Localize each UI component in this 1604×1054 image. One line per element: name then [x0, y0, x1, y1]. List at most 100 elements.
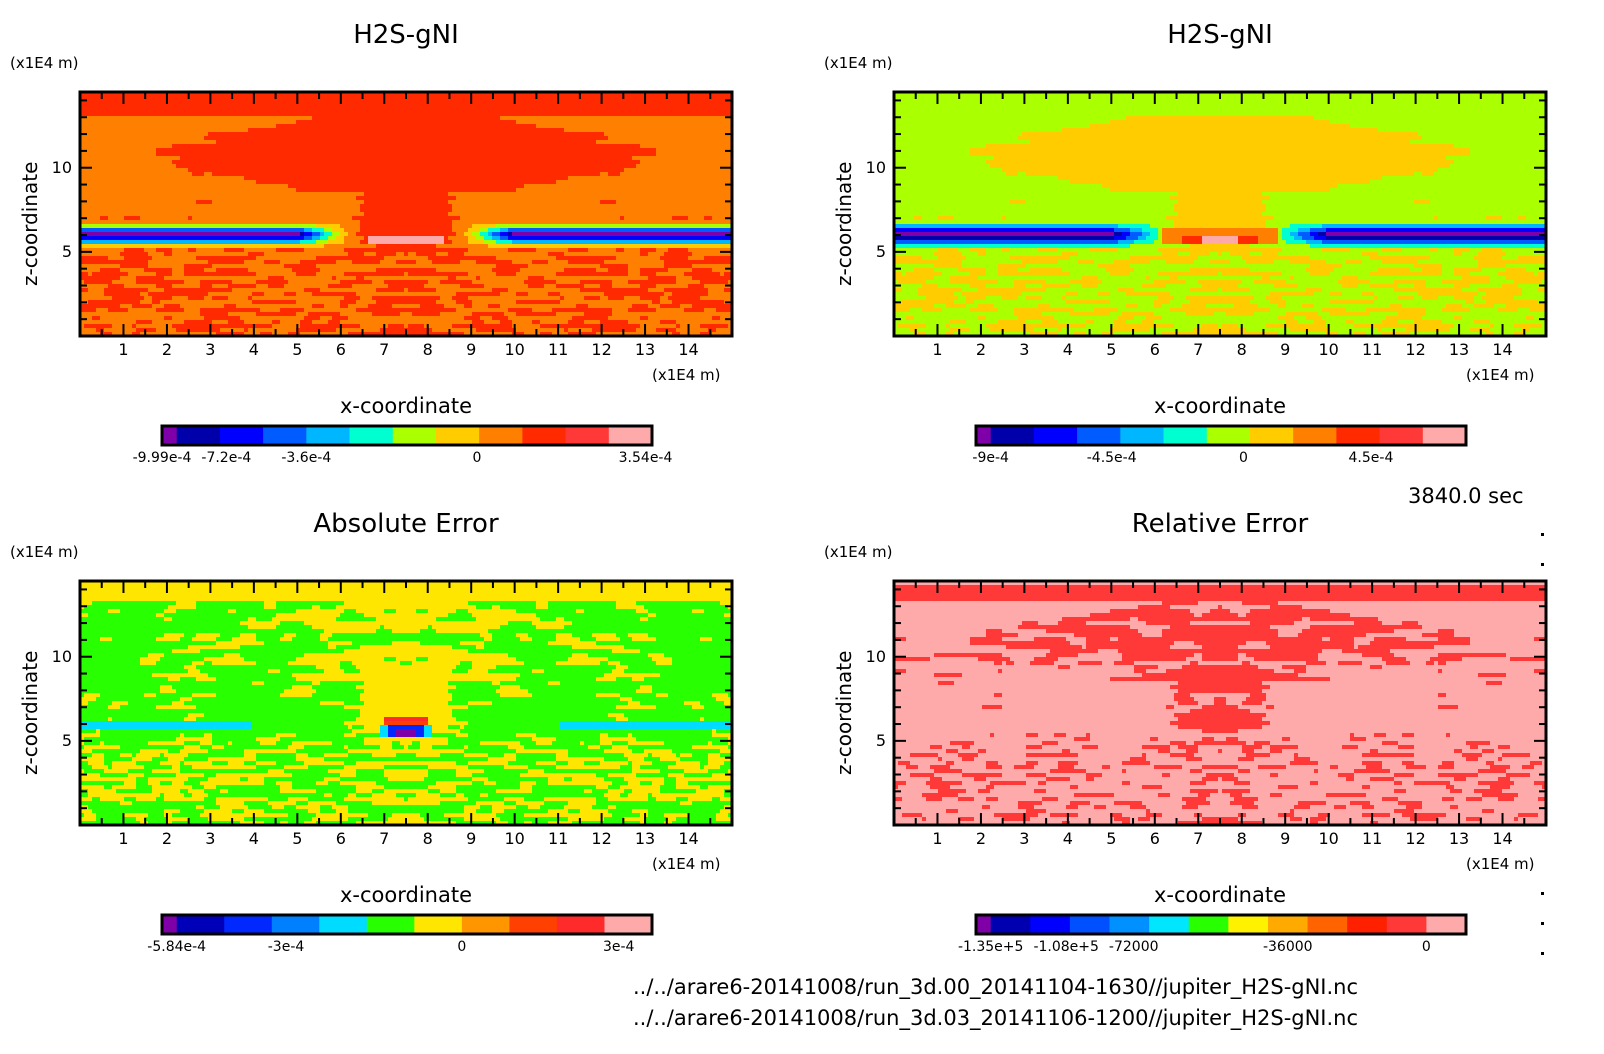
- heatmap-cell: [946, 304, 967, 309]
- heatmap-cell: [998, 797, 1043, 802]
- heatmap-cell: [136, 781, 149, 786]
- heatmap-cell: [452, 693, 501, 698]
- colorbar-swatch: [1033, 426, 1078, 445]
- heatmap-cell: [692, 264, 733, 269]
- heatmap-cell: [1318, 232, 1327, 237]
- heatmap-cell: [496, 813, 525, 818]
- heatmap-cell: [168, 677, 181, 682]
- heatmap-cell: [436, 252, 449, 257]
- heatmap-cell: [160, 689, 177, 694]
- heatmap-cell: [624, 817, 645, 822]
- heatmap-cell: [1442, 272, 1455, 277]
- heatmap-cell: [532, 737, 557, 742]
- heatmap-cell: [1294, 805, 1311, 810]
- heatmap-cell: [1162, 304, 1183, 309]
- heatmap-cell: [80, 757, 105, 762]
- heatmap-cell: [436, 268, 493, 273]
- heatmap-cell: [1494, 761, 1531, 766]
- heatmap-cell: [572, 777, 605, 782]
- heatmap-cell: [894, 665, 1059, 670]
- heatmap-cell: [1518, 308, 1531, 313]
- heatmap-cell: [372, 793, 397, 798]
- heatmap-cell: [496, 689, 529, 694]
- heatmap-cell: [308, 312, 341, 317]
- heatmap-cell: [560, 681, 733, 686]
- colorbar-swatch: [1336, 426, 1381, 445]
- heatmap-cell: [1010, 657, 1035, 662]
- heatmap-cell: [1458, 805, 1547, 810]
- heatmap-cell: [156, 308, 185, 313]
- heatmap-cell: [672, 821, 733, 826]
- heatmap-cell: [456, 717, 617, 722]
- heatmap-cell: [300, 320, 313, 325]
- heatmap-cell: [1114, 332, 1163, 337]
- heatmap-cell: [1342, 649, 1391, 654]
- heatmap-cell: [356, 733, 381, 738]
- plot-title: Absolute Error: [313, 509, 499, 539]
- x-tick-label: 1: [118, 340, 129, 359]
- heatmap-cell: [1350, 248, 1383, 253]
- heatmap-cell: [1002, 817, 1031, 822]
- heatmap-cell: [1114, 793, 1159, 798]
- heatmap-cell: [1434, 661, 1439, 666]
- heatmap-cell: [248, 128, 565, 133]
- heatmap-cell: [604, 793, 621, 798]
- heatmap-cell: [80, 208, 361, 213]
- heatmap-cell: [528, 264, 601, 269]
- heatmap-cell: [316, 256, 385, 261]
- heatmap-cell: [894, 220, 1175, 225]
- heatmap-cell: [476, 617, 541, 622]
- heatmap-cell: [1270, 741, 1383, 746]
- heatmap-cell: [572, 316, 609, 321]
- heatmap-cell: [1510, 777, 1547, 782]
- heatmap-cell: [946, 332, 955, 337]
- heatmap-cell: [894, 769, 935, 774]
- heatmap-cell: [152, 757, 169, 762]
- heatmap-cell: [456, 761, 469, 766]
- heatmap-cell: [164, 793, 185, 798]
- heatmap-cell: [1394, 809, 1415, 814]
- heatmap-cell: [1150, 260, 1167, 265]
- heatmap-cell: [164, 316, 173, 321]
- heatmap-cell: [1314, 769, 1319, 774]
- heatmap-cell: [728, 280, 733, 285]
- heatmap-cell: [460, 729, 713, 734]
- heatmap-cell: [1354, 777, 1371, 782]
- heatmap-cell: [508, 288, 581, 293]
- heatmap-cell: [1338, 661, 1363, 666]
- heatmap-cell: [1414, 773, 1439, 778]
- heatmap-cell: [244, 332, 261, 337]
- heatmap-cell: [92, 601, 177, 606]
- heatmap-cell: [172, 324, 273, 329]
- heatmap-cell: [276, 761, 305, 766]
- heatmap-cell: [1242, 745, 1263, 750]
- heatmap-cell: [898, 324, 927, 329]
- heatmap-cell: [496, 789, 533, 794]
- heatmap-cell: [312, 228, 325, 233]
- heatmap-cell: [1514, 781, 1535, 786]
- heatmap-cell: [356, 665, 457, 670]
- heatmap-cell: [894, 657, 931, 662]
- heatmap-cell: [1502, 248, 1547, 253]
- heatmap-cell: [708, 757, 733, 762]
- heatmap-cell: [1202, 324, 1219, 329]
- heatmap-cell: [204, 268, 217, 273]
- heatmap-cell: [468, 601, 537, 606]
- colorbar-label: -5.84e-4: [147, 939, 207, 955]
- heatmap-cell: [1218, 749, 1223, 754]
- heatmap-cell: [1134, 316, 1147, 321]
- heatmap-cell: [516, 677, 597, 682]
- heatmap-cell: [1042, 741, 1059, 746]
- heatmap-cell: [484, 236, 493, 241]
- heatmap-cell: [184, 633, 197, 638]
- heatmap-cell: [80, 164, 177, 169]
- colorbar-swatch: [1307, 915, 1348, 934]
- heatmap-cell: [1254, 312, 1287, 317]
- heatmap-cell: [1338, 765, 1367, 770]
- heatmap-cell: [1198, 661, 1243, 666]
- heatmap-cell: [136, 761, 161, 766]
- heatmap-cell: [136, 777, 149, 782]
- heatmap-cell: [588, 745, 601, 750]
- heatmap-cell: [926, 817, 959, 822]
- heatmap-cell: [712, 729, 717, 734]
